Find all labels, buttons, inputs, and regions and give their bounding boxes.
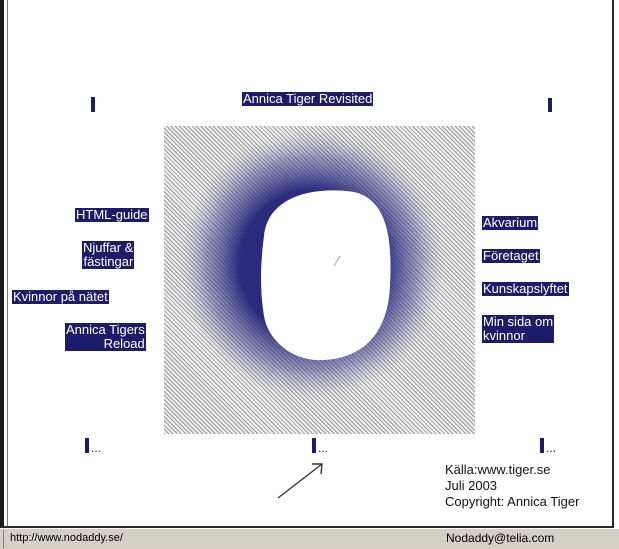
decor-bar-bottom-center: [312, 438, 316, 453]
decor-bar-top-left: [91, 97, 95, 112]
credits-source: Källa:www.tiger.se: [445, 462, 551, 477]
link-njuffar-fastingar[interactable]: Njuffar & fästingar: [82, 240, 135, 269]
window-frame-inner: [7, 0, 8, 528]
window-frame-bottom: [0, 526, 614, 528]
link-kunskapslyftet[interactable]: Kunskapslyftet: [482, 281, 569, 296]
link-annica-tigers-reload[interactable]: Annica Tigers Reload: [65, 322, 146, 351]
decor-bar-bottom-left: [85, 438, 89, 453]
link-akvarium[interactable]: Akvarium: [482, 215, 539, 230]
link-html-guide[interactable]: HTML-guide: [75, 207, 149, 222]
link-min-sida-om-kvinnor[interactable]: Min sida om kvinnor: [482, 314, 555, 343]
credits-date: Juli 2003: [445, 478, 498, 493]
status-url: http://www.nodaddy.se/: [10, 532, 123, 544]
credits-block: Källa:www.tiger.se Juli 2003 Copyright: …: [445, 462, 579, 510]
status-email-link[interactable]: Nodaddy@telia.com: [446, 531, 555, 545]
halo-graphic: [180, 130, 444, 398]
window-frame-right: [612, 0, 614, 528]
more-marker-left[interactable]: ...: [91, 441, 102, 455]
window-frame-left: [0, 0, 4, 548]
decor-bar-bottom-right: [540, 438, 544, 453]
arrow-pointer-icon: [277, 463, 323, 499]
status-bar: http://www.nodaddy.se/ Nodaddy@telia.com: [0, 528, 619, 549]
more-marker-center[interactable]: ...: [318, 441, 329, 455]
link-foretaget[interactable]: Företaget: [482, 248, 540, 263]
tiger-picture: [164, 126, 475, 434]
link-kvinnor-pa-natet[interactable]: Kvinnor på nätet: [12, 289, 109, 304]
credits-copyright: Copyright: Annica Tiger: [445, 494, 580, 509]
more-marker-right[interactable]: ...: [546, 441, 557, 455]
title-link[interactable]: Annica Tiger Revisited: [242, 91, 374, 106]
status-divider: [3, 530, 4, 548]
decor-bar-top-right: [548, 98, 552, 112]
